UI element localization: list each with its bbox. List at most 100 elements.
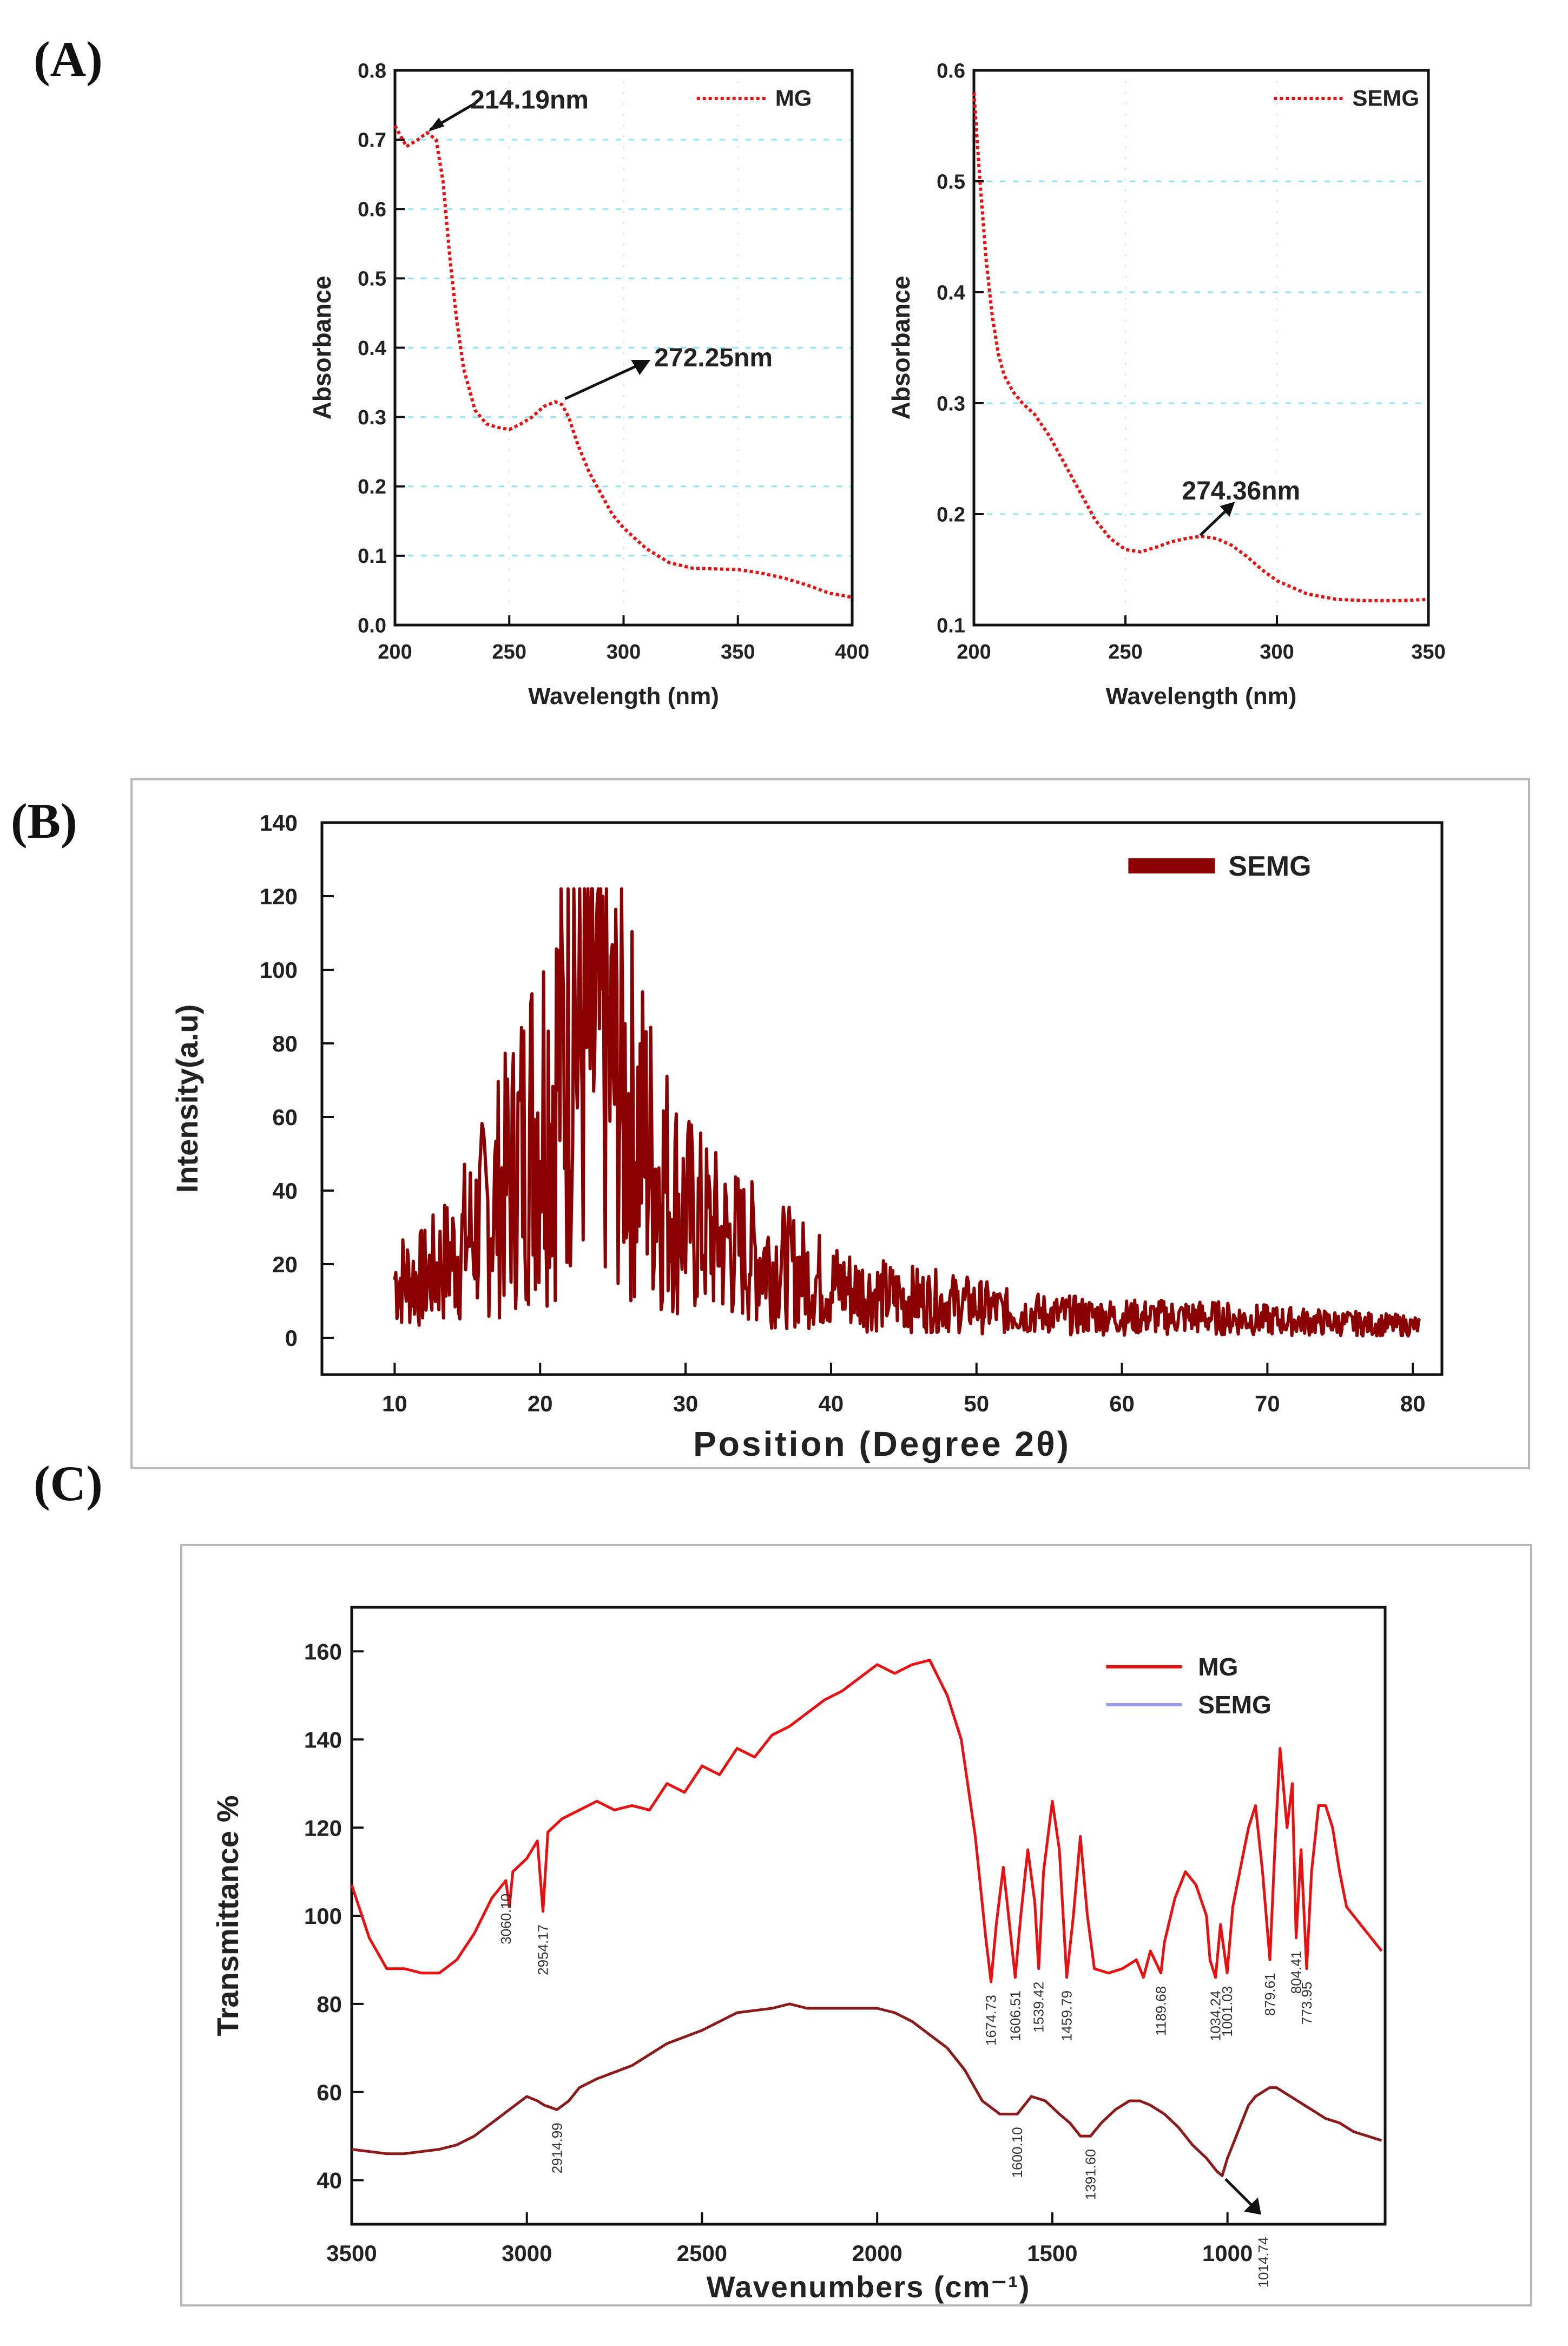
- uv-semg-ytick-label: 0.4: [937, 281, 965, 304]
- panel-label-b: (B): [11, 793, 77, 849]
- xrd-plot-frame: [320, 821, 1444, 1376]
- uv-semg-ytick-label: 0.3: [937, 392, 965, 415]
- ftir-legend-label: SEMG: [1198, 1691, 1271, 1719]
- xrd-xtick-label: 10: [382, 1391, 407, 1416]
- uv-mg-ytick-label: 0.2: [358, 476, 386, 498]
- uv-mg-xtick-label: 200: [378, 641, 412, 663]
- xrd-chart: 0 20 40 60 80 100 120 140 10 20 30 40 50 60 70 80 Positi…: [170, 810, 1444, 1463]
- ftir-chart: 40 60 80 100 120 140 160 3500 3000 2500 2000 1500 10…: [210, 1606, 1387, 2304]
- uv-mg-legend-label: MG: [775, 86, 812, 111]
- uv-mg-ytick-label: 0.1: [358, 545, 386, 568]
- ftir-peak-label: 879.61: [1262, 1973, 1278, 2016]
- uv-semg-xtick-label: 350: [1411, 641, 1445, 663]
- xrd-legend-swatch: [1128, 858, 1215, 873]
- ftir-peak-label: 1674.73: [983, 1995, 999, 2046]
- xrd-ytick-label: 120: [260, 884, 298, 909]
- ftir-peak-label: 1459.79: [1058, 1990, 1075, 2041]
- uv-mg-ytick-label: 0.4: [358, 337, 386, 360]
- uv-mg-ytick-label: 0.8: [358, 60, 386, 82]
- uv-mg-xtick-label: 300: [607, 641, 641, 663]
- ftir-series-mg-line: [350, 1659, 1383, 1983]
- uv-mg-xtick-label: 250: [492, 641, 526, 663]
- ftir-xtick-label: 2000: [852, 2240, 902, 2266]
- uv-semg-legend-label: SEMG: [1352, 86, 1419, 111]
- uv-semg-chart: 0.1 0.2 0.3 0.4 0.5 0.6 200 250 300 350 Wavelength…: [887, 60, 1446, 709]
- uv-mg-ytick-label: 0.5: [358, 268, 386, 291]
- ftir-xtick-label: 1000: [1202, 2240, 1253, 2266]
- ftir-legend-label: MG: [1198, 1653, 1238, 1681]
- xrd-xtick-label: 20: [528, 1391, 553, 1416]
- ftir-xaxis-title: Wavenumbers (cm⁻¹): [707, 2270, 1031, 2304]
- uv-mg-ytick-label: 0.7: [358, 129, 386, 152]
- ftir-annotation-arrow: [1224, 2178, 1255, 2209]
- xrd-series-line: [393, 887, 1421, 1338]
- uv-mg-chart: 0.0 0.1 0.2 0.3 0.4 0.5 0.6 0.7 0.8 200 250 300 350 4…: [308, 60, 869, 709]
- panel-label-c: (C): [34, 1456, 103, 1511]
- uv-semg-xtick-label: 250: [1108, 641, 1142, 663]
- xrd-ytick-label: 40: [272, 1178, 298, 1204]
- ftir-yaxis-title: Transmittance %: [210, 1795, 245, 2036]
- ftir-arrowhead-icon: [1243, 2197, 1261, 2215]
- uv-semg-series-line: [972, 92, 1429, 602]
- xrd-ytick-label: 20: [272, 1252, 298, 1277]
- uv-semg-arrowhead-icon: [1220, 502, 1235, 517]
- uv-mg-yaxis-title: Absorbance: [308, 276, 336, 420]
- ftir-peak-label: 2914.99: [549, 2122, 565, 2173]
- uv-mg-ytick-label: 0.3: [358, 406, 386, 429]
- xrd-xtick-label: 40: [819, 1391, 844, 1416]
- uv-semg-xtick-label: 200: [957, 641, 991, 663]
- ftir-ytick-label: 40: [317, 2168, 342, 2193]
- ftir-peak-label: 1001.03: [1219, 1986, 1235, 2037]
- ftir-series-semg-line: [351, 2002, 1382, 2177]
- uv-semg-ytick-label: 0.1: [937, 614, 965, 637]
- xrd-ytick-label: 80: [272, 1031, 298, 1056]
- ftir-ytick-label: 160: [304, 1639, 342, 1665]
- xrd-ytick-label: 0: [285, 1325, 298, 1351]
- ftir-peak-label: 773.95: [1299, 1982, 1315, 2025]
- uv-mg-arrowhead-icon: [428, 117, 445, 132]
- uv-semg-xtick-label: 300: [1260, 641, 1294, 663]
- ftir-peak-label: 804.41: [1288, 1951, 1305, 1994]
- ftir-xtick-label: 3500: [326, 2240, 377, 2266]
- uv-mg-annotation-label: 214.19nm: [470, 86, 589, 114]
- xrd-xaxis-title: Position (Degree 2θ): [693, 1424, 1071, 1463]
- uv-mg-ytick-label: 0.0: [358, 614, 386, 637]
- ftir-peak-label: 1600.10: [1009, 2127, 1025, 2178]
- ftir-plot-frame: [350, 1606, 1387, 2226]
- ftir-peak-label: 3060.10: [498, 1894, 514, 1944]
- xrd-xtick-label: 50: [964, 1391, 989, 1416]
- ftir-peak-label: 2954.17: [535, 1924, 551, 1975]
- uv-mg-xaxis-title: Wavelength (nm): [528, 683, 719, 709]
- ftir-peak-label: 1014.74: [1255, 2237, 1271, 2288]
- xrd-xtick-label: 70: [1255, 1391, 1280, 1416]
- ftir-xtick-label: 3000: [502, 2240, 552, 2266]
- ftir-ytick-label: 140: [304, 1727, 342, 1752]
- xrd-xtick-label: 60: [1109, 1391, 1135, 1416]
- uv-semg-ytick-label: 0.5: [937, 170, 965, 193]
- uv-mg-series-line: [393, 125, 853, 599]
- uv-mg-annotation-label: 272.25nm: [654, 344, 773, 372]
- panel-c-frame: [180, 1544, 1532, 2306]
- ftir-peak-label: 1391.60: [1082, 2149, 1098, 2200]
- ftir-peak-label: 1189.68: [1153, 1986, 1169, 2036]
- xrd-ytick-label: 100: [260, 957, 298, 983]
- ftir-peak-label: 1034.24: [1208, 1990, 1224, 2041]
- ftir-ytick-label: 100: [304, 1903, 342, 1929]
- ftir-ytick-label: 120: [304, 1815, 342, 1841]
- uv-semg-annotation-label: 274.36nm: [1182, 477, 1300, 505]
- xrd-legend-label: SEMG: [1228, 851, 1311, 882]
- xrd-xtick-label: 30: [673, 1391, 699, 1416]
- xrd-ytick-label: 60: [272, 1105, 298, 1130]
- uv-semg-yaxis-title: Absorbance: [887, 276, 915, 420]
- uv-mg-arrowhead-icon: [631, 360, 651, 375]
- ftir-ytick-label: 80: [317, 1992, 342, 2017]
- uv-semg-xaxis-title: Wavelength (nm): [1106, 683, 1297, 709]
- uv-mg-annotation-arrow: [564, 364, 639, 400]
- uv-mg-xtick-label: 350: [721, 641, 755, 663]
- uv-semg-plot-frame: [972, 69, 1430, 627]
- panel-b-frame: [130, 778, 1530, 1469]
- uv-mg-ytick-label: 0.6: [358, 199, 386, 221]
- ftir-xtick-label: 2500: [677, 2240, 727, 2266]
- ftir-peak-label: 1606.51: [1007, 1990, 1023, 2041]
